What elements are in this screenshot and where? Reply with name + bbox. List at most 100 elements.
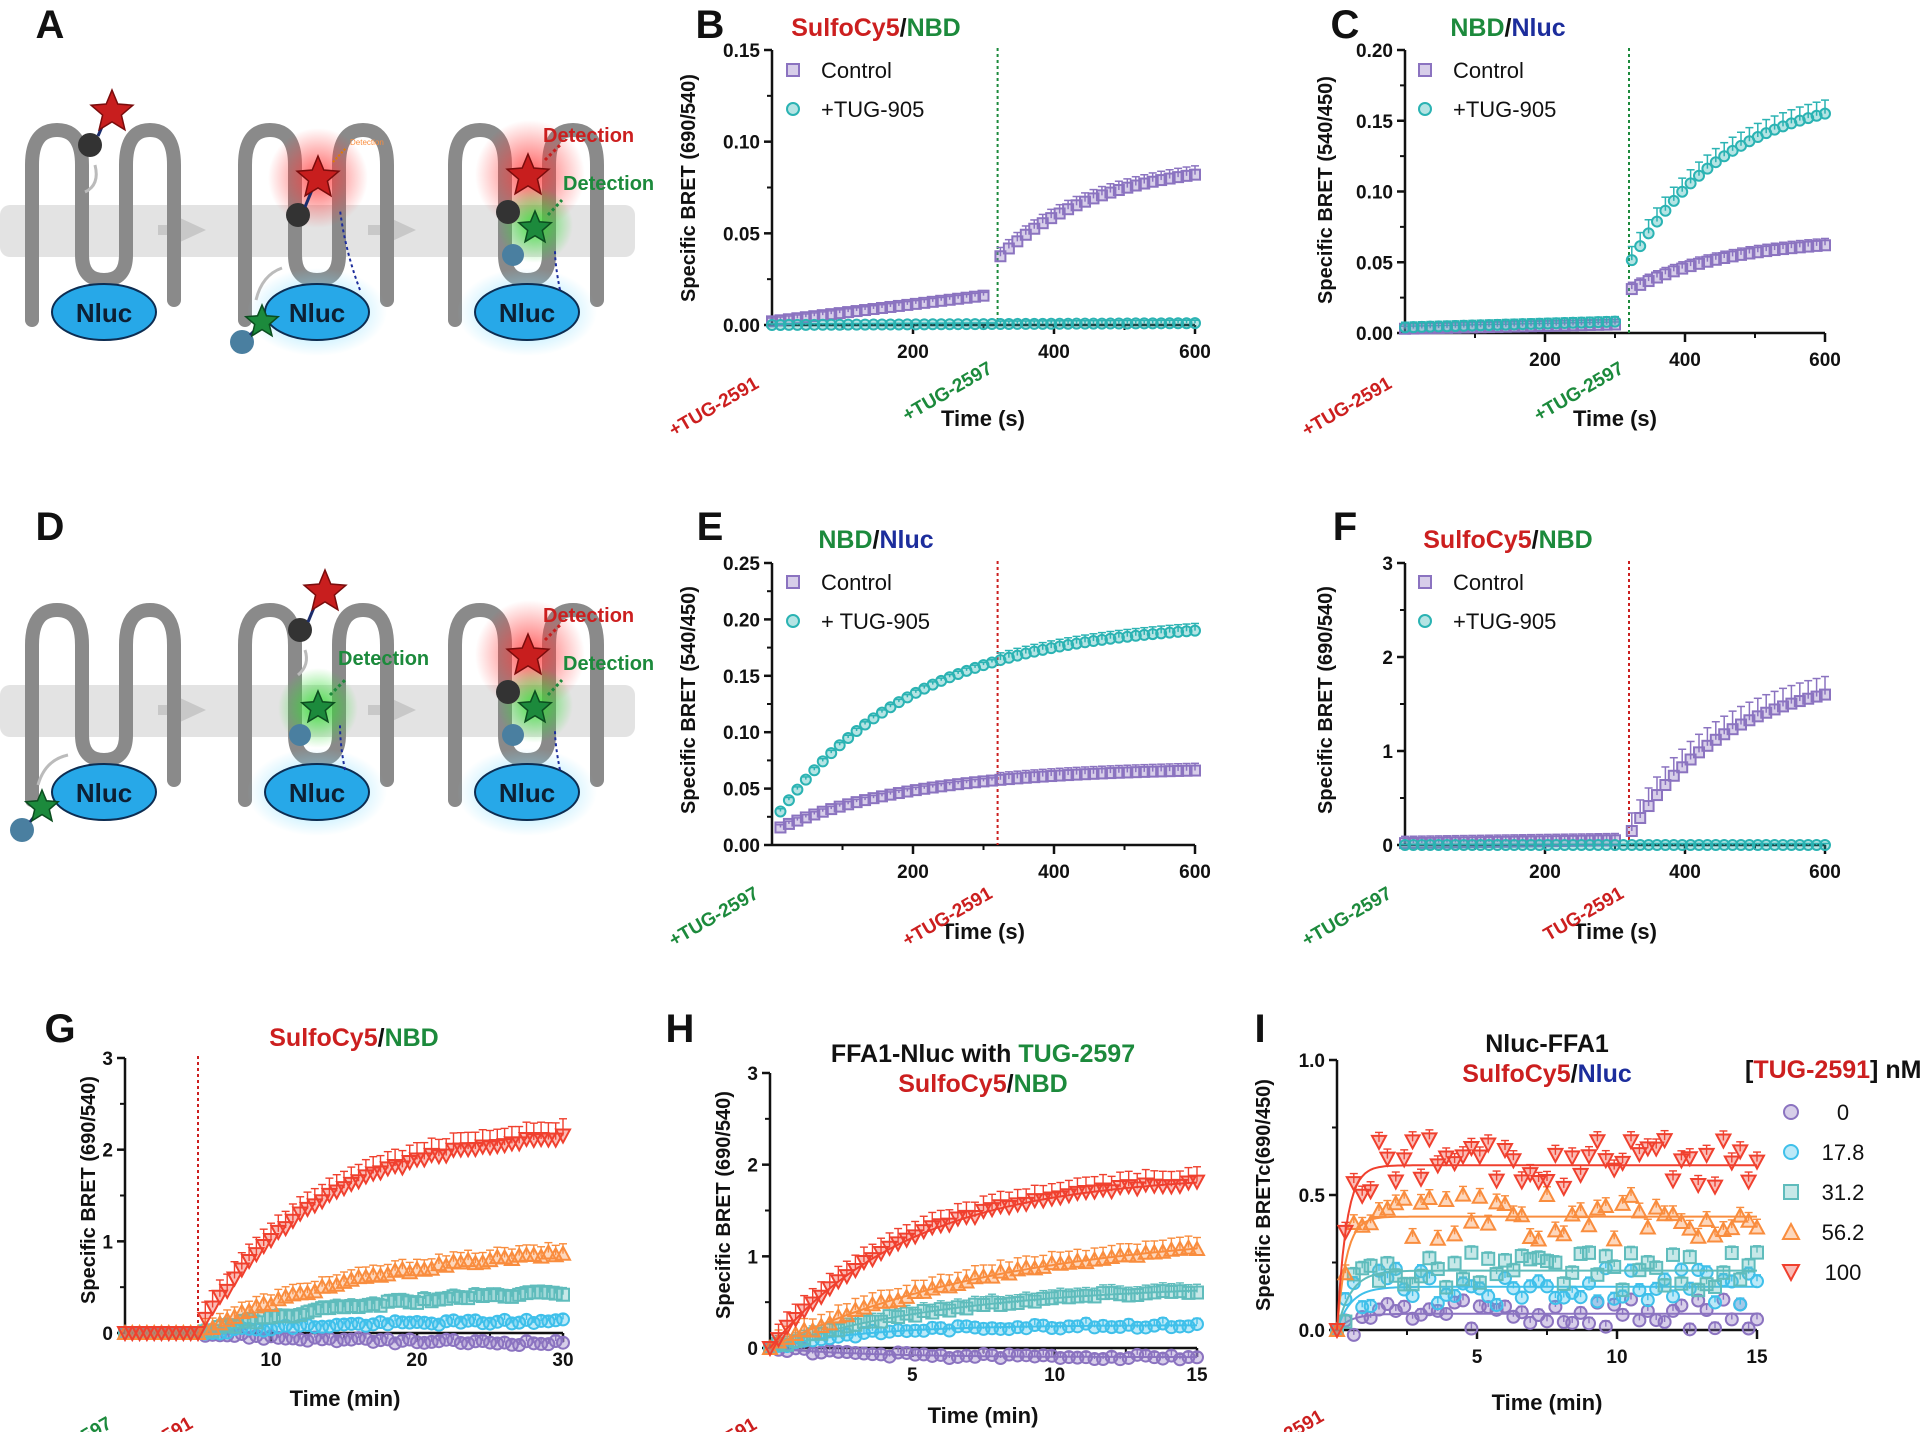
data-point xyxy=(1395,1189,1413,1206)
data-point xyxy=(821,1281,839,1298)
data-point xyxy=(1437,1190,1455,1207)
chart-title-line-part: Nluc-FFA1 xyxy=(1485,1030,1609,1058)
data-point xyxy=(424,1294,439,1309)
data-point xyxy=(203,1300,222,1317)
data-point xyxy=(1441,320,1453,333)
x-tick-label: 10 xyxy=(260,1350,281,1371)
data-point xyxy=(1188,1174,1206,1191)
data-point xyxy=(548,1286,563,1301)
y-tick-label: 0.10 xyxy=(1356,183,1393,204)
data-point xyxy=(306,1282,324,1299)
data-point xyxy=(1138,765,1151,778)
data-point xyxy=(1112,184,1125,197)
event-label: +TUG-2591 xyxy=(666,373,763,441)
data-point xyxy=(1538,1185,1556,1202)
y-axis-label: Specific BRET (690/540) xyxy=(1315,586,1337,814)
x-tick-label: 200 xyxy=(1529,862,1561,883)
chart-title-part: NBD xyxy=(385,1024,439,1052)
x-tick-label: 15 xyxy=(1746,1347,1768,1368)
legend-marker xyxy=(1418,614,1432,628)
data-point xyxy=(1538,1173,1556,1191)
data-point xyxy=(884,300,897,313)
data-point xyxy=(1642,275,1655,288)
data-point xyxy=(1640,1293,1655,1308)
data-point xyxy=(1129,629,1142,642)
chart-title-line-part: Nluc xyxy=(1578,1060,1632,1088)
red-star-icon xyxy=(89,88,135,132)
data-point xyxy=(1479,1137,1497,1154)
data-point xyxy=(1819,688,1831,701)
legend-marker xyxy=(1783,1184,1799,1200)
data-point xyxy=(1508,318,1521,331)
legend-marker xyxy=(1418,102,1432,116)
data-point xyxy=(554,1244,572,1261)
data-point xyxy=(1697,1210,1716,1227)
data-point xyxy=(1155,317,1168,330)
data-point xyxy=(1684,753,1697,766)
chart-title-line-part: / xyxy=(1571,1060,1578,1088)
chart-title-line-part: NBD xyxy=(1014,1070,1068,1098)
data-point xyxy=(1521,1167,1539,1184)
data-point xyxy=(1445,1225,1464,1242)
data-point xyxy=(1563,1150,1581,1167)
data-point xyxy=(1011,772,1024,785)
x-tick-label: 10 xyxy=(1606,1347,1627,1368)
data-point xyxy=(1380,1256,1395,1271)
data-point xyxy=(1681,1151,1699,1168)
panel-label-g: G xyxy=(44,1007,75,1051)
data-point xyxy=(960,291,973,304)
data-point xyxy=(1777,243,1789,256)
data-point xyxy=(1751,246,1764,259)
data-point xyxy=(1682,1322,1697,1337)
nluc-label: Nluc xyxy=(76,298,132,328)
event-label: +TUG-2591 xyxy=(1299,373,1396,441)
data-point xyxy=(322,1301,337,1316)
data-point xyxy=(1403,1134,1422,1151)
data-point xyxy=(1345,1176,1363,1193)
data-point xyxy=(1466,319,1479,332)
receptor xyxy=(25,602,181,807)
data-point xyxy=(833,800,846,813)
data-point xyxy=(1372,1273,1386,1288)
data-point xyxy=(909,297,922,310)
data-point xyxy=(774,821,787,834)
data-point xyxy=(1361,1184,1380,1201)
data-point xyxy=(1471,1187,1489,1204)
y-tick-label: 1 xyxy=(102,1232,113,1253)
data-point xyxy=(1053,640,1066,653)
data-point xyxy=(1676,262,1689,275)
data-point xyxy=(1387,1174,1405,1191)
data-point xyxy=(534,1285,549,1300)
data-point xyxy=(867,303,880,316)
chart-title: NBD/Nluc xyxy=(1450,14,1565,42)
data-point xyxy=(1070,317,1083,330)
data-point xyxy=(825,747,838,760)
data-point xyxy=(1546,1147,1565,1164)
detection-red-label: Detection xyxy=(543,605,634,627)
data-point xyxy=(1634,839,1647,851)
detection-small-label: Detection xyxy=(350,138,384,147)
legend-label: 31.2 xyxy=(1822,1180,1865,1205)
data-point xyxy=(1684,260,1697,273)
data-point xyxy=(497,1289,512,1304)
data-point xyxy=(1513,1206,1531,1223)
data-point xyxy=(1810,690,1823,703)
data-point xyxy=(1000,1200,1018,1217)
data-point xyxy=(935,318,948,331)
data-point xyxy=(366,1297,381,1312)
y-axis-label: Specific BRET (690/540) xyxy=(713,1091,735,1319)
data-point xyxy=(892,787,905,800)
data-point xyxy=(799,773,812,786)
data-point xyxy=(1525,317,1537,330)
data-point xyxy=(1735,839,1747,851)
data-point xyxy=(994,773,1007,786)
data-point xyxy=(225,1271,244,1288)
legend-title: [TUG-2591] nM xyxy=(1745,1056,1921,1084)
x-tick-label: 5 xyxy=(907,1365,918,1386)
data-point xyxy=(1420,1132,1439,1149)
x-tick-label: 200 xyxy=(897,862,929,883)
data-point xyxy=(1709,156,1722,169)
ligand-ball xyxy=(286,203,310,227)
chart-title-line: SulfoCy5/Nluc xyxy=(1462,1060,1632,1088)
data-point xyxy=(985,318,998,331)
